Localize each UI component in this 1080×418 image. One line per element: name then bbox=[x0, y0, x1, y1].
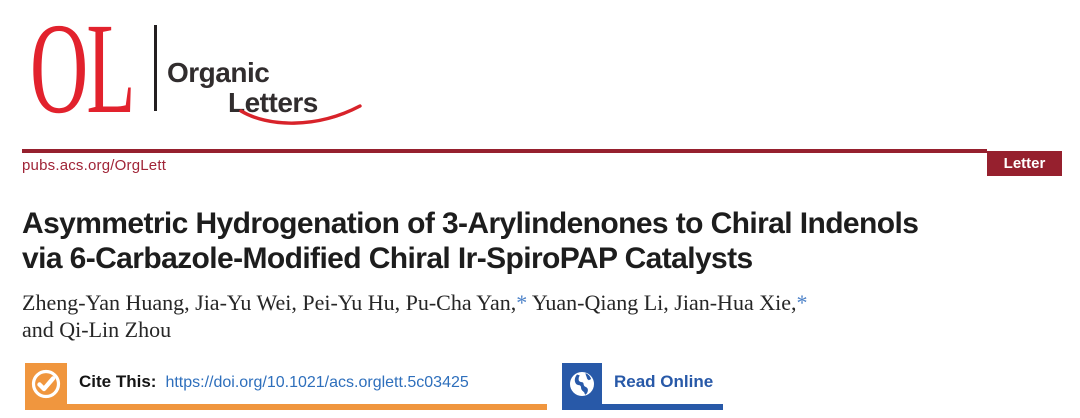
corresponding-author-asterisk[interactable]: * bbox=[796, 290, 808, 315]
globe-icon bbox=[570, 371, 594, 396]
doi-link[interactable]: https://doi.org/10.1021/acs.orglett.5c03… bbox=[165, 374, 469, 391]
corresponding-author-asterisk[interactable]: * bbox=[516, 290, 528, 315]
read-online-label: Read Online bbox=[614, 372, 714, 391]
article-title-line1: Asymmetric Hydrogenation of 3-Arylindeno… bbox=[22, 207, 919, 240]
journal-url-link[interactable]: pubs.acs.org/OrgLett bbox=[22, 157, 167, 174]
author-names-2: Yuan-Qiang Li, Jian-Hua Xie, bbox=[527, 290, 797, 315]
article-title: Asymmetric Hydrogenation of 3-Arylindeno… bbox=[22, 206, 919, 276]
journal-name-line1: Organic bbox=[167, 57, 270, 88]
journal-name: Organic Letters bbox=[167, 58, 318, 118]
author-list: Zheng-Yan Huang, Jia-Yu Wei, Pei-Yu Hu, … bbox=[22, 289, 807, 343]
cite-this-bar: Cite This: https://doi.org/10.1021/acs.o… bbox=[79, 372, 469, 392]
check-icon bbox=[31, 369, 61, 398]
article-type-badge: Letter bbox=[987, 151, 1062, 176]
globe-tile bbox=[562, 363, 602, 404]
read-online-underline bbox=[562, 404, 723, 410]
author-line1: Zheng-Yan Huang, Jia-Yu Wei, Pei-Yu Hu, … bbox=[22, 289, 807, 316]
masthead-rule bbox=[22, 149, 987, 153]
cite-this-label: Cite This: bbox=[79, 372, 157, 391]
swoosh-icon bbox=[239, 104, 362, 125]
author-line2: and Qi-Lin Zhou bbox=[22, 317, 172, 342]
article-title-line2: via 6-Carbazole-Modified Chiral Ir-Spiro… bbox=[22, 242, 753, 275]
author-names-1: Zheng-Yan Huang, Jia-Yu Wei, Pei-Yu Hu, … bbox=[22, 290, 517, 315]
read-online-button[interactable]: Read Online bbox=[562, 363, 723, 410]
logo-divider bbox=[154, 25, 157, 111]
cite-bar-underline bbox=[25, 404, 547, 410]
journal-logo-abbr[interactable]: OL bbox=[30, 0, 136, 141]
cite-check-tile bbox=[25, 363, 67, 404]
